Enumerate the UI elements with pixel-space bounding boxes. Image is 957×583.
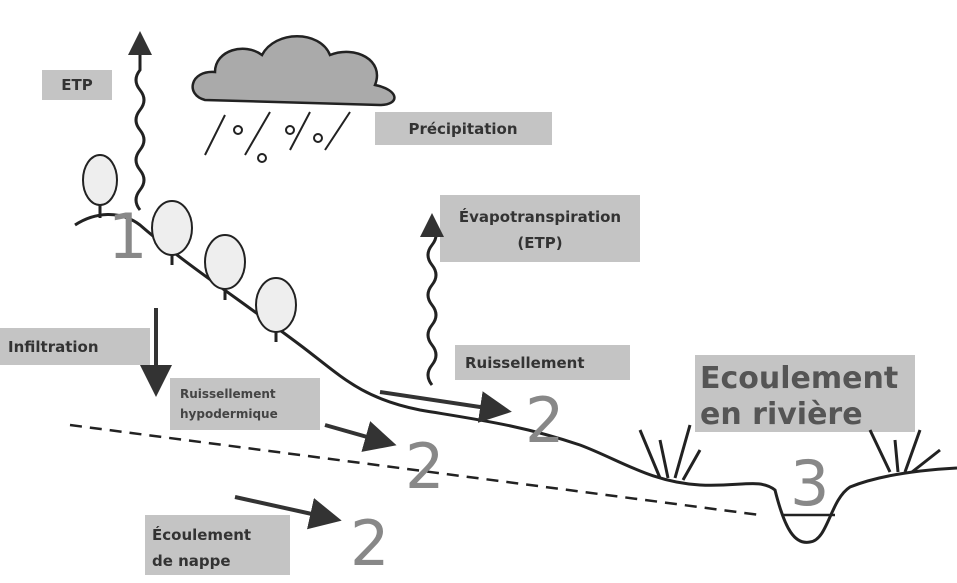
evapo-arrow xyxy=(420,213,444,386)
grass xyxy=(638,424,941,481)
etp-arrow xyxy=(128,31,152,211)
flow-arrows xyxy=(140,308,512,530)
box xyxy=(170,378,320,430)
cloud xyxy=(191,35,396,107)
box xyxy=(0,328,150,365)
label: ETP xyxy=(61,76,92,94)
zone-number: 2 xyxy=(525,384,564,457)
zone-number: 2 xyxy=(405,430,444,503)
zone-number: 3 xyxy=(790,447,829,520)
trees xyxy=(82,154,297,342)
label: Ecoulement xyxy=(700,361,898,396)
label: Ruissellement xyxy=(180,387,276,401)
label: Précipitation xyxy=(408,120,517,138)
box xyxy=(145,515,290,575)
label: Ruissellement xyxy=(465,354,585,372)
label: (ETP) xyxy=(517,234,562,252)
zone-number: 1 xyxy=(108,200,147,273)
label: Évapotranspiration xyxy=(459,207,621,226)
label: en rivière xyxy=(700,397,863,432)
box xyxy=(455,345,630,380)
water-table xyxy=(69,423,761,517)
box xyxy=(695,355,915,432)
label: Infiltration xyxy=(8,338,99,356)
box xyxy=(375,112,552,145)
box xyxy=(440,195,640,262)
label: Écoulement xyxy=(152,525,251,544)
label: de nappe xyxy=(152,552,231,570)
label: hypodermique xyxy=(180,407,278,421)
box xyxy=(42,70,112,100)
zone-number: 2 xyxy=(350,507,389,580)
rain xyxy=(204,111,351,163)
